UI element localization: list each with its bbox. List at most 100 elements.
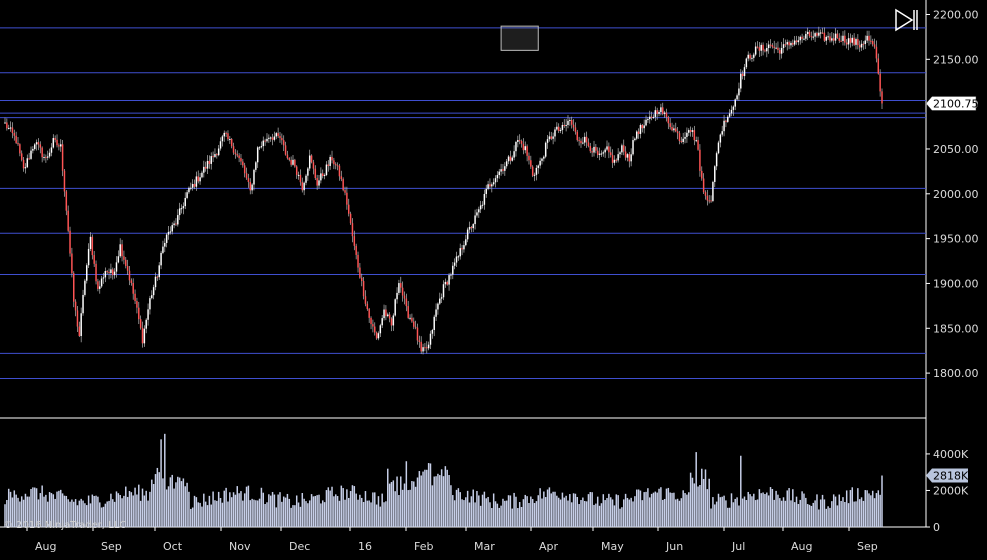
- volume-bar: [91, 494, 94, 527]
- candle-body: [203, 166, 205, 173]
- volume-bar: [749, 494, 751, 527]
- time-tick-label: Aug: [35, 540, 56, 553]
- candle-body: [563, 125, 566, 127]
- candle-body: [632, 140, 634, 155]
- price-tick-label: 1900.00: [933, 277, 979, 290]
- volume-bar: [344, 499, 346, 527]
- volume-bar: [346, 489, 348, 527]
- candle-body: [251, 184, 253, 191]
- candle-body: [747, 54, 749, 59]
- volume-bar: [827, 506, 829, 527]
- volume-bar: [121, 498, 123, 527]
- candle-body: [871, 41, 874, 45]
- volume-bar: [256, 500, 259, 527]
- volume-bar: [117, 493, 120, 527]
- candle-body: [89, 236, 92, 249]
- volume-bar: [318, 494, 320, 527]
- volume-bar: [323, 502, 326, 527]
- candle-body: [511, 157, 513, 161]
- candle-body: [84, 280, 86, 295]
- consolidation-box: [500, 25, 539, 51]
- candle-body: [336, 165, 339, 167]
- candle-body: [308, 155, 311, 169]
- candle-body: [388, 314, 391, 319]
- candle-body: [877, 58, 880, 74]
- candle-body: [260, 146, 263, 148]
- volume-bar: [301, 492, 304, 527]
- volume-bar: [46, 501, 49, 527]
- volume-bar: [453, 500, 456, 527]
- candle-body: [401, 287, 404, 296]
- volume-bar: [132, 495, 134, 527]
- jump-to-end-button[interactable]: [893, 8, 919, 32]
- volume-bar: [69, 501, 71, 527]
- candle-body: [554, 129, 556, 137]
- candle-body: [424, 347, 426, 349]
- candle-body: [803, 38, 805, 40]
- candle-body: [160, 252, 162, 266]
- candle-body: [736, 95, 738, 100]
- candle-body: [227, 133, 229, 140]
- candle-body: [282, 140, 285, 146]
- volume-bar: [299, 506, 302, 527]
- candle-body: [611, 155, 614, 163]
- volume-bar: [290, 507, 292, 527]
- volume-bar: [617, 495, 619, 527]
- volume-bar: [229, 492, 231, 527]
- volume-bar: [95, 495, 97, 527]
- volume-bar: [243, 493, 246, 527]
- volume-bar: [392, 480, 395, 527]
- volume-bar: [485, 498, 487, 527]
- volume-bar: [504, 500, 506, 527]
- volume-bar: [368, 500, 370, 527]
- candle-body: [530, 160, 532, 167]
- volume-bar: [578, 504, 580, 527]
- volume-bar: [403, 483, 406, 527]
- candle-body: [346, 192, 348, 205]
- volume-bar: [71, 499, 73, 527]
- volume-bar: [305, 501, 307, 527]
- candle-body: [635, 131, 638, 139]
- volume-bar: [147, 500, 149, 527]
- candle-body: [221, 136, 224, 142]
- candle-body: [855, 39, 857, 45]
- volume-bar: [491, 508, 493, 527]
- candle-body: [349, 213, 352, 224]
- candle-body: [286, 154, 289, 159]
- candle-body: [589, 146, 592, 152]
- candle-body: [123, 256, 125, 260]
- volume-bar: [431, 485, 434, 527]
- candle-body: [234, 152, 237, 155]
- candle-body: [706, 195, 709, 201]
- candle-body: [217, 148, 220, 156]
- candle-body: [106, 271, 108, 273]
- candle-body: [28, 158, 30, 160]
- candle-body: [769, 44, 772, 46]
- candle-body: [546, 139, 549, 143]
- candle-body: [615, 159, 618, 161]
- candle-body: [284, 145, 287, 155]
- volume-bar: [494, 501, 497, 527]
- volume-bar: [881, 475, 883, 527]
- volume-bar: [754, 500, 757, 527]
- volume-bar: [203, 493, 205, 527]
- candle-body: [688, 130, 690, 133]
- volume-bar: [59, 489, 62, 527]
- volume-bar: [652, 492, 655, 527]
- volume-bar: [138, 484, 140, 527]
- volume-bar: [56, 491, 58, 527]
- candle-body: [132, 282, 134, 294]
- candle-body: [119, 244, 121, 257]
- volume-bar: [502, 498, 504, 527]
- volume-bar: [489, 502, 491, 527]
- candle-body: [637, 131, 640, 134]
- candle-body: [97, 281, 99, 289]
- candle-body: [208, 160, 211, 164]
- volume-bar: [279, 492, 281, 527]
- candle-body: [504, 166, 506, 171]
- volume-bar: [448, 475, 450, 527]
- volume-bar: [355, 493, 357, 527]
- candle-body: [823, 32, 826, 41]
- volume-bar: [762, 492, 764, 527]
